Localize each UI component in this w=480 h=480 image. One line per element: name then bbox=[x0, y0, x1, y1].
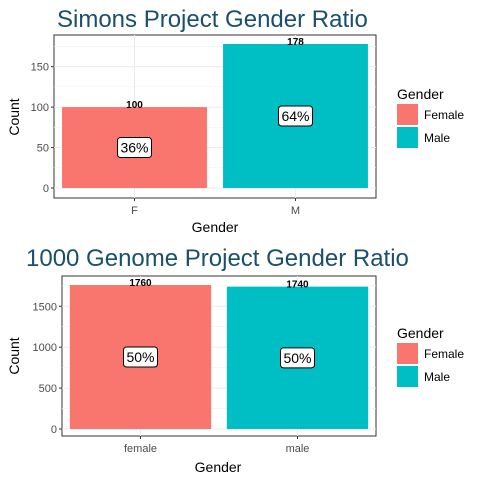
percent-label-box bbox=[117, 137, 152, 159]
legend-label-female: Female bbox=[424, 108, 464, 122]
x-tick-label: female bbox=[124, 443, 157, 455]
x-axis-title: Gender bbox=[195, 459, 242, 475]
legend-label-male: Male bbox=[424, 370, 450, 384]
y-tick-label: 500 bbox=[39, 383, 57, 395]
chart-title: 1000 Genome Project Gender Ratio bbox=[26, 245, 409, 272]
bar-value-label: 1740 bbox=[286, 280, 309, 291]
y-tick-label: 50 bbox=[37, 143, 49, 155]
percent-label-box bbox=[278, 105, 313, 127]
chart-simons: Simons Project Gender Ratio 100 36% 178 64%… bbox=[6, 6, 464, 235]
percent-label: 50% bbox=[126, 349, 154, 365]
y-tick-label: 100 bbox=[31, 102, 49, 114]
percent-label: 50% bbox=[283, 350, 311, 366]
legend-label-male: Male bbox=[424, 131, 450, 145]
x-ticks: female male bbox=[124, 436, 309, 455]
percent-label-box bbox=[280, 347, 315, 369]
legend-key-female bbox=[397, 104, 418, 125]
y-tick-label: 0 bbox=[51, 424, 57, 436]
legend-title: Gender bbox=[397, 325, 444, 341]
y-tick-label: 1500 bbox=[33, 301, 57, 313]
y-ticks: 0 50 100 150 bbox=[31, 62, 54, 195]
bar-value-label: 1760 bbox=[129, 278, 152, 289]
y-tick-label: 150 bbox=[31, 62, 49, 74]
y-ticks: 0 500 1000 1500 bbox=[33, 301, 62, 436]
bar-value-label: 178 bbox=[287, 37, 304, 48]
bar-value-label: 100 bbox=[126, 100, 143, 111]
y-tick-label: 0 bbox=[43, 183, 49, 195]
legend: Gender Female Male bbox=[397, 86, 464, 148]
percent-label: 64% bbox=[281, 108, 309, 124]
percent-label: 36% bbox=[120, 140, 148, 156]
x-tick-label: M bbox=[291, 205, 300, 217]
legend-key-male bbox=[397, 366, 418, 387]
legend-title: Gender bbox=[397, 86, 444, 102]
chart-1000-genome: 1000 Genome Project Gender Ratio 1760 50%… bbox=[6, 245, 464, 475]
legend-label-female: Female bbox=[424, 347, 464, 361]
bars: 100 36% 178 64% bbox=[62, 37, 368, 188]
y-axis-title: Count bbox=[6, 98, 22, 135]
chart-title: Simons Project Gender Ratio bbox=[57, 6, 368, 33]
percent-label-box bbox=[123, 346, 158, 368]
y-axis-title: Count bbox=[6, 337, 22, 374]
legend-key-male bbox=[397, 127, 418, 148]
legend-key-female bbox=[397, 343, 418, 364]
legend: Gender Female Male bbox=[397, 325, 464, 387]
bars: 1760 50% 1740 50% bbox=[69, 278, 369, 429]
y-tick-label: 1000 bbox=[33, 342, 57, 354]
x-axis-title: Gender bbox=[192, 219, 239, 235]
x-tick-label: male bbox=[286, 443, 310, 455]
x-tick-label: F bbox=[131, 205, 138, 217]
